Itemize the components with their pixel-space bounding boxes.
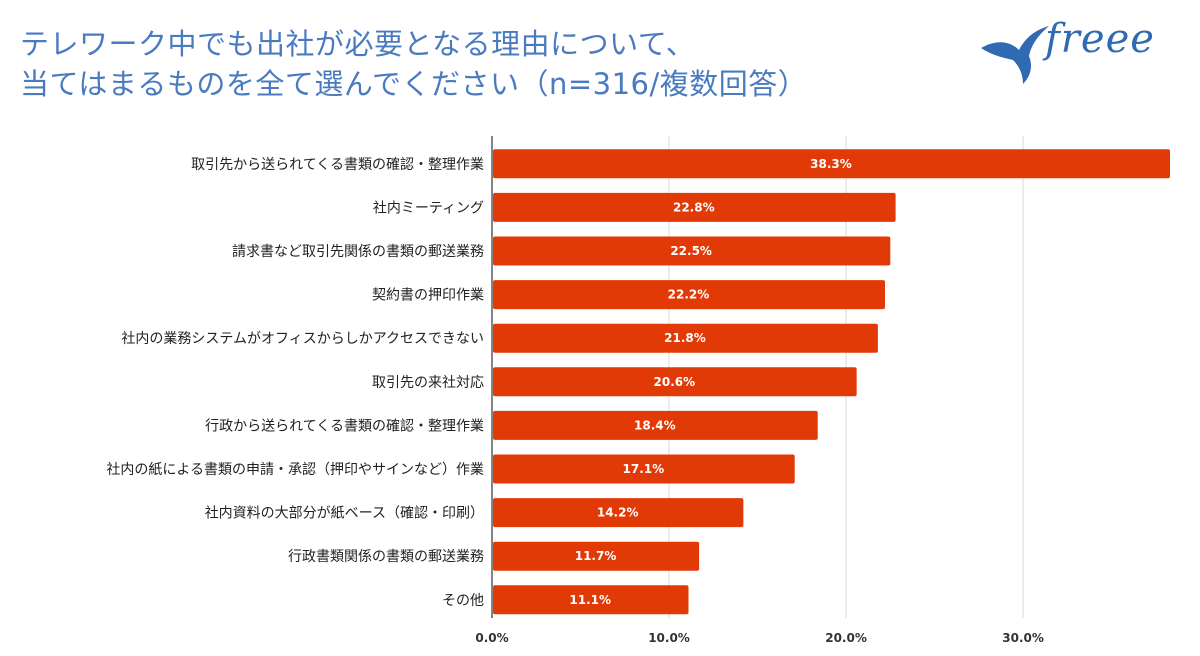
- freee-logo: freee: [975, 10, 1180, 90]
- category-label: 請求書など取引先関係の書類の郵送業務: [232, 244, 484, 260]
- value-label: 22.8%: [673, 200, 715, 214]
- bar: [493, 541, 700, 571]
- value-label: 11.1%: [569, 593, 611, 607]
- value-label: 11.7%: [575, 549, 617, 563]
- category-label: 行政書類関係の書類の郵送業務: [288, 549, 484, 565]
- bar: [493, 454, 795, 484]
- x-tick-label: 10.0%: [648, 631, 690, 645]
- x-tick-label: 30.0%: [1002, 631, 1044, 645]
- category-label: 社内資料の大部分が紙ベース（確認・印刷）: [205, 506, 484, 522]
- category-label: 社内の業務システムがオフィスからしかアクセスできない: [121, 331, 484, 347]
- value-label: 21.8%: [664, 331, 706, 345]
- bar: [493, 192, 896, 222]
- category-label: その他: [442, 593, 484, 609]
- value-label: 20.6%: [654, 375, 696, 389]
- value-label: 17.1%: [623, 462, 665, 476]
- bar: [493, 323, 878, 353]
- bar: [493, 498, 744, 528]
- value-label: 14.2%: [597, 506, 639, 520]
- bar: [493, 367, 857, 397]
- x-tick-label: 0.0%: [475, 631, 508, 645]
- bar: [493, 410, 818, 440]
- category-label: 契約書の押印作業: [372, 288, 484, 304]
- chart-title: テレワーク中でも出社が必要となる理由について、 当てはまるものを全て選んでくださ…: [20, 24, 960, 104]
- chart-title-line-1: テレワーク中でも出社が必要となる理由について、: [20, 27, 696, 61]
- value-label: 18.4%: [634, 418, 676, 432]
- x-tick-label: 20.0%: [825, 631, 867, 645]
- chart-title-line-2: 当てはまるものを全て選んでください（n=316/複数回答）: [20, 67, 808, 101]
- category-label: 社内の紙による書類の申請・承認（押印やサインなど）作業: [106, 462, 484, 478]
- category-label: 取引先から送られてくる書類の確認・整理作業: [191, 157, 484, 173]
- swallow-icon: [981, 26, 1049, 84]
- value-label: 22.2%: [668, 288, 710, 302]
- bar: [493, 280, 885, 310]
- bar: [493, 149, 1170, 179]
- bar: [493, 236, 891, 266]
- category-label: 取引先の来社対応: [372, 375, 484, 391]
- value-label: 22.5%: [670, 244, 712, 258]
- bar: [493, 585, 689, 615]
- value-label: 38.3%: [810, 157, 852, 171]
- logo-wordmark: freee: [1045, 16, 1155, 62]
- category-label: 社内ミーティング: [373, 200, 484, 216]
- category-label: 行政から送られてくる書類の確認・整理作業: [205, 418, 484, 434]
- x-tick-labels: 0.0% 10.0% 20.0% 30.0%: [475, 631, 1044, 645]
- bars: 取引先から送られてくる書類の確認・整理作業 38.3% 社内ミーティング 22.8% 請…: [106, 149, 1170, 615]
